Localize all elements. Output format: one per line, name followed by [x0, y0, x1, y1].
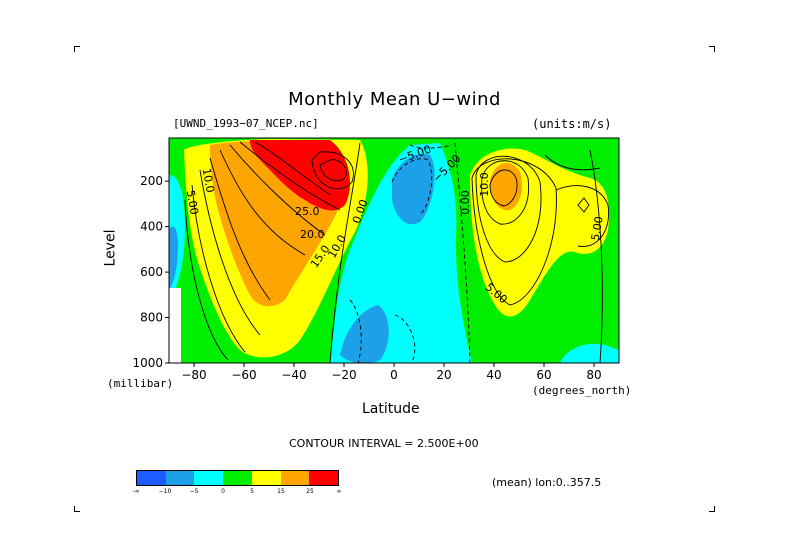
- mean-longitude-label: (mean) lon:0..357.5: [492, 476, 602, 489]
- colorbar-swatch: [309, 471, 339, 485]
- contour-fill-layer: [169, 138, 619, 363]
- y-tick-label: 1000: [132, 356, 163, 370]
- colorbar-label: 5: [250, 488, 254, 495]
- x-axis-ticks: −80 −60 −40 −20 0 20 40 60 80: [181, 363, 602, 382]
- crop-mark-bottom-right: [709, 506, 715, 512]
- colorbar-label: ∞: [336, 488, 342, 495]
- colorbar: [136, 470, 339, 486]
- colorbar-label: −5: [189, 488, 199, 495]
- x-axis-units: (degrees_north): [532, 384, 632, 397]
- y-axis-title: Level: [102, 229, 119, 267]
- contour-label: 20.0: [300, 228, 325, 241]
- dataset-label: [UWND_1993−07_NCEP.nc]: [173, 117, 319, 130]
- x-tick-label: −60: [231, 368, 256, 382]
- colorbar-swatch: [194, 471, 224, 485]
- colorbar-label: 0: [221, 488, 225, 495]
- y-axis-units: (millibar): [107, 377, 174, 390]
- colorbar-swatch: [165, 471, 195, 485]
- colorbar-label: −10: [158, 488, 172, 495]
- colorbar-swatch: [137, 471, 166, 485]
- crop-mark-top-left: [74, 46, 80, 52]
- x-tick-label: 20: [436, 368, 451, 382]
- crop-mark-top-right: [709, 46, 715, 52]
- colorbar-swatch: [223, 471, 252, 485]
- contour-label: 25.0: [295, 205, 320, 218]
- x-tick-label: −80: [181, 368, 206, 382]
- units-label: (units:m/s): [532, 117, 612, 131]
- colorbar-labels: -∞ −10 −5 0 5 15 25 ∞: [132, 488, 341, 498]
- y-tick-label: 200: [140, 174, 163, 188]
- x-tick-label: −20: [331, 368, 356, 382]
- contour-interval-label: CONTOUR INTERVAL = 2.500E+00: [289, 437, 479, 450]
- y-axis-ticks: 200 400 600 800 1000: [132, 174, 169, 370]
- chart-title: Monthly Mean U−wind: [288, 89, 501, 110]
- x-tick-label: 60: [536, 368, 551, 382]
- contour-label: 10.0: [477, 172, 491, 197]
- colorbar-label: 15: [277, 488, 285, 495]
- colorbar-swatch: [251, 471, 281, 485]
- y-tick-label: 400: [140, 220, 163, 234]
- crop-mark-bottom-left: [74, 506, 80, 512]
- y-tick-label: 800: [140, 311, 163, 325]
- y-tick-label: 600: [140, 265, 163, 279]
- contour-label: 0.00: [458, 190, 472, 215]
- x-axis-title: Latitude: [362, 401, 420, 417]
- contour-lines: [184, 141, 610, 363]
- x-tick-label: 0: [390, 368, 398, 382]
- colorbar-label: -∞: [132, 488, 140, 495]
- x-tick-label: −40: [281, 368, 306, 382]
- x-tick-label: 40: [486, 368, 501, 382]
- x-tick-label: 80: [586, 368, 601, 382]
- colorbar-swatch: [280, 471, 310, 485]
- colorbar-label: 25: [306, 488, 314, 495]
